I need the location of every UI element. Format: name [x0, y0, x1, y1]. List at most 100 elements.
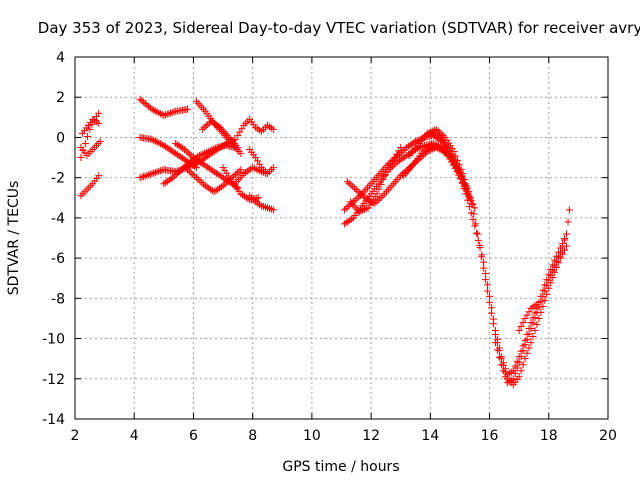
- data-point: [84, 132, 92, 140]
- data-point: [148, 135, 156, 143]
- series-a4: [77, 172, 103, 200]
- data-point: [400, 168, 408, 176]
- series-b12: [246, 192, 277, 214]
- data-point: [217, 183, 225, 191]
- data-point: [170, 172, 178, 180]
- data-point: [531, 327, 539, 335]
- data-point: [153, 138, 161, 146]
- data-point: [141, 172, 149, 180]
- data-point: [207, 117, 215, 125]
- data-point: [344, 218, 352, 226]
- x-tick-label: 20: [599, 428, 617, 444]
- data-point: [480, 258, 488, 266]
- data-point: [188, 152, 196, 160]
- series-b2: [136, 133, 200, 172]
- data-point: [353, 195, 361, 203]
- data-point: [195, 157, 203, 165]
- data-point: [394, 158, 402, 166]
- x-tick-label: 6: [189, 428, 198, 444]
- y-tick-label: -12: [42, 372, 65, 388]
- data-point: [148, 170, 156, 178]
- data-point: [482, 270, 490, 278]
- x-tick-label: 4: [130, 428, 139, 444]
- data-point: [379, 176, 387, 184]
- data-point: [219, 182, 227, 190]
- data-point: [153, 108, 161, 116]
- data-point: [202, 162, 210, 170]
- data-point: [467, 209, 475, 217]
- data-point: [430, 126, 438, 134]
- data-point: [561, 246, 569, 254]
- data-point: [533, 308, 541, 316]
- data-point: [515, 359, 523, 367]
- data-point: [397, 155, 405, 163]
- data-point: [216, 184, 224, 192]
- data-point: [434, 127, 442, 135]
- data-point: [214, 122, 222, 130]
- data-point: [529, 319, 537, 327]
- x-tick-label: 14: [421, 428, 439, 444]
- data-point: [408, 148, 416, 156]
- data-point: [167, 109, 175, 117]
- data-point: [347, 181, 355, 189]
- y-tick-label: -2: [51, 171, 65, 187]
- data-point: [461, 176, 469, 184]
- data-point: [523, 349, 531, 357]
- data-point: [523, 335, 531, 343]
- data-point: [245, 166, 253, 174]
- data-point: [446, 155, 454, 163]
- data-point: [214, 185, 222, 193]
- x-tick-label: 18: [540, 428, 558, 444]
- data-point: [383, 168, 391, 176]
- data-point: [185, 167, 193, 175]
- data-point: [490, 315, 498, 323]
- series-a2: [77, 137, 104, 160]
- grid: [75, 57, 608, 419]
- data-point: [564, 218, 572, 226]
- data-point: [206, 147, 214, 155]
- data-point: [150, 106, 158, 114]
- data-point: [140, 98, 148, 106]
- data-point: [195, 152, 203, 160]
- data-point: [359, 206, 367, 214]
- data-point: [451, 160, 459, 168]
- data-point: [453, 164, 461, 172]
- data-point: [208, 146, 216, 154]
- data-point: [417, 150, 425, 158]
- data-point: [136, 95, 144, 103]
- data-point: [209, 167, 217, 175]
- series-b13: [246, 146, 277, 178]
- data-point: [511, 369, 519, 377]
- data-point: [176, 167, 184, 175]
- data-point: [501, 373, 509, 381]
- data-point: [189, 170, 197, 178]
- data-point: [96, 137, 104, 145]
- data-point: [401, 145, 409, 153]
- series-c4: [346, 144, 405, 216]
- data-point: [404, 142, 412, 150]
- data-point: [358, 191, 366, 199]
- data-point: [539, 302, 547, 310]
- data-point: [151, 137, 159, 145]
- data-point: [474, 236, 482, 244]
- data-point: [210, 188, 218, 196]
- data-point: [519, 361, 527, 369]
- data-point: [95, 119, 103, 127]
- data-point: [465, 193, 473, 201]
- data-point: [165, 110, 173, 118]
- data-point: [535, 314, 543, 322]
- data-point: [390, 161, 398, 169]
- data-point: [203, 183, 211, 191]
- data-point: [396, 156, 404, 164]
- data-point: [214, 170, 222, 178]
- data-point: [441, 148, 449, 156]
- data-point: [465, 203, 473, 211]
- data-point: [186, 158, 194, 166]
- data-point: [403, 144, 411, 151]
- data-point: [361, 205, 369, 213]
- data-point: [193, 156, 201, 164]
- series-b5: [172, 139, 242, 192]
- data-point: [162, 178, 170, 186]
- data-point: [561, 236, 569, 244]
- y-tick-label: -10: [42, 332, 65, 348]
